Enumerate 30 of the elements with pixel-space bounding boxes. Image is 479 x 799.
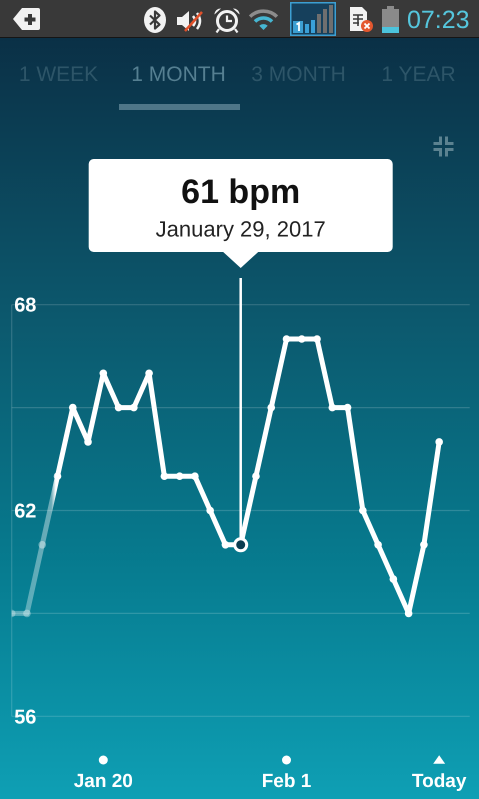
point xyxy=(267,404,276,412)
x-tick-label: Today xyxy=(412,770,467,792)
y-tick-label: 68 xyxy=(14,294,36,317)
point xyxy=(282,335,290,343)
point xyxy=(420,541,428,549)
x-tick-label: Feb 1 xyxy=(262,770,312,792)
point xyxy=(176,472,184,480)
point xyxy=(390,575,398,583)
callout-box: 61 bpm January 29, 2017 xyxy=(88,159,393,268)
y-tick-label: 56 xyxy=(14,706,36,728)
text: 07:23 xyxy=(407,6,470,34)
point xyxy=(359,506,367,514)
point xyxy=(374,541,382,549)
point xyxy=(328,404,336,412)
point xyxy=(206,506,214,514)
point xyxy=(160,472,168,480)
y-tick-label: 62 xyxy=(14,500,36,522)
x-tick-label: Jan 20 xyxy=(74,770,133,792)
point xyxy=(130,404,138,412)
point xyxy=(23,610,31,618)
point xyxy=(222,541,230,549)
point xyxy=(252,472,260,480)
point xyxy=(191,472,199,480)
point xyxy=(114,404,122,412)
point xyxy=(38,541,46,549)
point xyxy=(435,438,443,446)
text: 1 MONTH xyxy=(131,63,226,86)
point xyxy=(313,335,321,343)
point xyxy=(344,404,352,412)
point xyxy=(54,472,62,480)
